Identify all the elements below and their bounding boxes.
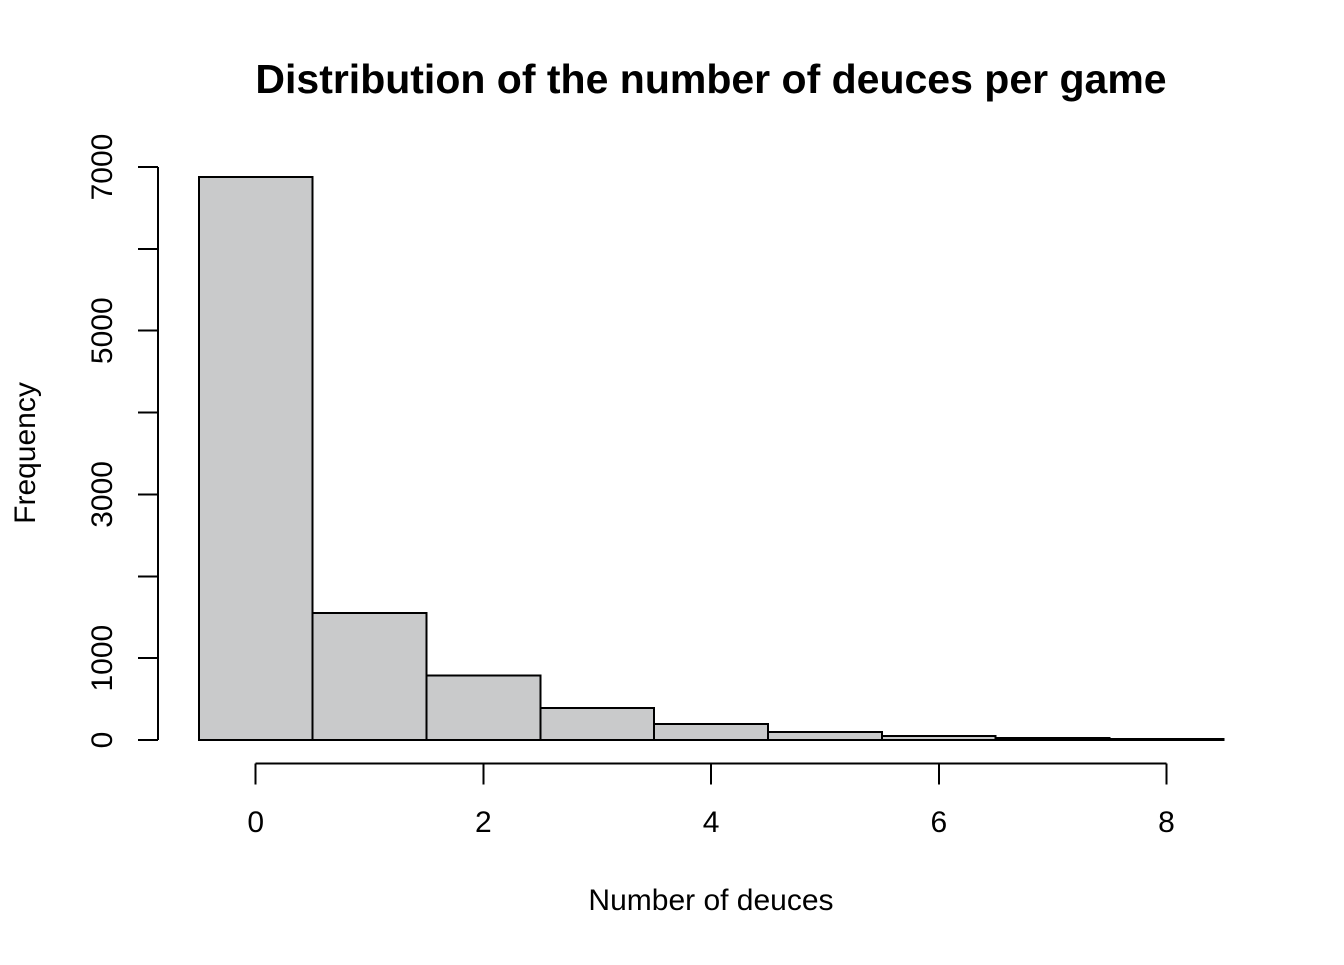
x-tick-label-6: 6 [930,806,947,839]
x-tick-label-2: 2 [475,806,492,839]
y-axis-label: Frequency [9,382,42,524]
y-tick-label-1000: 1000 [86,625,119,692]
x-axis-tick-labels: 0 2 4 6 8 [247,806,1174,839]
x-tick-label-0: 0 [247,806,264,839]
y-axis-tick-labels: 0 1000 3000 5000 7000 [86,134,119,749]
histogram-bar-8 [1108,738,1225,742]
histogram-bar-1 [311,612,428,741]
histogram-bar-6 [880,734,997,741]
histogram-bar-0 [197,176,314,742]
y-axis [138,166,159,741]
histogram-bar-4 [653,723,770,741]
y-tick-label-7000: 7000 [86,134,119,201]
x-tick-label-4: 4 [703,806,720,839]
x-axis [254,762,1168,785]
histogram-bar-2 [425,674,542,742]
x-tick-label-8: 8 [1158,806,1175,839]
histogram-bar-3 [539,707,656,742]
y-tick-label-0: 0 [86,732,119,749]
y-tick-label-3000: 3000 [86,461,119,528]
y-tick-label-5000: 5000 [86,297,119,364]
histogram-bar-7 [994,736,1111,742]
histogram-bar-5 [767,730,883,741]
bars-group [197,176,1225,742]
x-axis-label: Number of deuces [588,884,833,917]
chart-title: Distribution of the number of deuces per… [255,56,1166,102]
